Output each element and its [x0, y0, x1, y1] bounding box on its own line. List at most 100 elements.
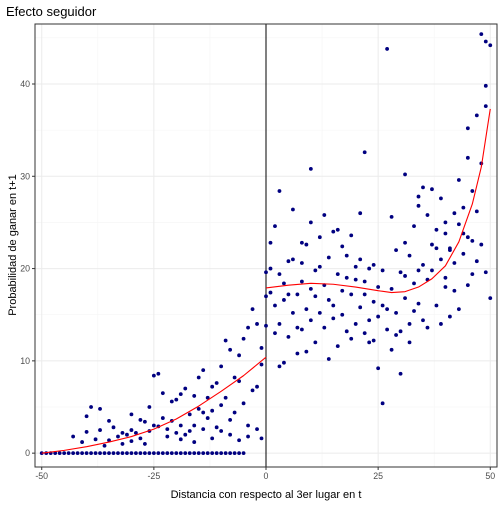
data-point [228, 347, 233, 352]
data-point [237, 438, 241, 443]
data-point [268, 240, 273, 245]
data-point [192, 451, 197, 456]
data-point [62, 451, 67, 456]
data-point [111, 425, 116, 430]
data-point [430, 187, 434, 192]
data-point [385, 307, 390, 312]
data-point [412, 281, 416, 286]
data-point [470, 272, 475, 277]
data-point [326, 255, 331, 260]
data-point [201, 410, 206, 415]
data-point [349, 336, 354, 341]
data-point [349, 233, 354, 238]
data-point [340, 312, 345, 317]
data-point [80, 440, 84, 444]
data-point [483, 83, 488, 88]
data-point [169, 451, 174, 456]
data-point [178, 451, 183, 456]
data-point [331, 316, 336, 321]
data-point [107, 418, 111, 423]
data-point [362, 150, 367, 155]
data-point [268, 290, 273, 295]
data-point [353, 277, 358, 282]
data-point [273, 224, 277, 229]
data-point [277, 272, 282, 277]
data-point [214, 425, 219, 430]
data-point [313, 294, 318, 299]
data-point [474, 259, 479, 264]
data-point [286, 334, 291, 339]
data-point [151, 373, 156, 378]
data-point [187, 429, 192, 433]
data-point [407, 322, 412, 326]
data-point [53, 451, 58, 456]
y-tick-label: 20 [20, 264, 30, 274]
data-point [448, 246, 452, 251]
data-point [89, 405, 93, 409]
data-point [129, 428, 134, 432]
data-point [304, 307, 309, 312]
data-point [183, 451, 188, 456]
data-point [308, 286, 313, 291]
data-point [120, 451, 125, 456]
data-point [358, 211, 363, 216]
data-point [80, 451, 84, 456]
data-point [210, 384, 215, 389]
data-point [407, 340, 412, 345]
data-point [412, 224, 416, 229]
data-point [223, 395, 228, 400]
data-point [237, 451, 241, 456]
fit-curve [41, 356, 267, 454]
data-point [98, 428, 102, 432]
data-point [205, 451, 210, 456]
x-tick-label: -25 [148, 471, 161, 481]
data-point [264, 323, 268, 328]
data-point [380, 303, 385, 308]
data-point [246, 423, 250, 428]
data-point [291, 310, 295, 315]
data-point [474, 113, 479, 118]
data-point [219, 429, 224, 433]
data-point [353, 322, 358, 326]
data-point [134, 451, 138, 456]
data-point [483, 270, 488, 275]
data-point [147, 451, 152, 456]
data-point [277, 364, 282, 369]
data-point [214, 381, 219, 385]
data-point [282, 281, 286, 286]
data-point [84, 430, 89, 434]
data-point [398, 329, 403, 334]
data-point [403, 274, 407, 278]
data-point [407, 253, 412, 258]
data-point [430, 268, 434, 273]
axes: -50 -25 0 25 50 0 10 20 30 40 [20, 23, 498, 481]
data-point [125, 432, 129, 437]
data-point [394, 333, 398, 337]
data-point [241, 401, 246, 406]
y-tick-label: 0 [25, 448, 30, 458]
data-point [344, 275, 349, 280]
data-point [389, 214, 394, 219]
data-point [295, 351, 300, 356]
data-point [192, 394, 197, 398]
data-point [434, 303, 439, 308]
data-point [273, 303, 277, 308]
data-point [434, 246, 439, 251]
data-point [125, 451, 129, 456]
x-tick-label: 50 [485, 471, 495, 481]
data-point [291, 207, 295, 212]
data-point [340, 244, 345, 249]
data-point [120, 442, 125, 446]
data-point [483, 39, 488, 44]
data-point [160, 416, 165, 420]
data-point [116, 434, 120, 439]
data-point [398, 270, 403, 275]
data-point [187, 451, 192, 456]
x-axis-label: Distancia con respecto al 3er lugar en t [171, 489, 362, 501]
data-point [452, 261, 457, 265]
data-point [142, 451, 147, 456]
data-point [291, 257, 295, 262]
data-point [448, 314, 452, 319]
data-point [201, 451, 206, 456]
